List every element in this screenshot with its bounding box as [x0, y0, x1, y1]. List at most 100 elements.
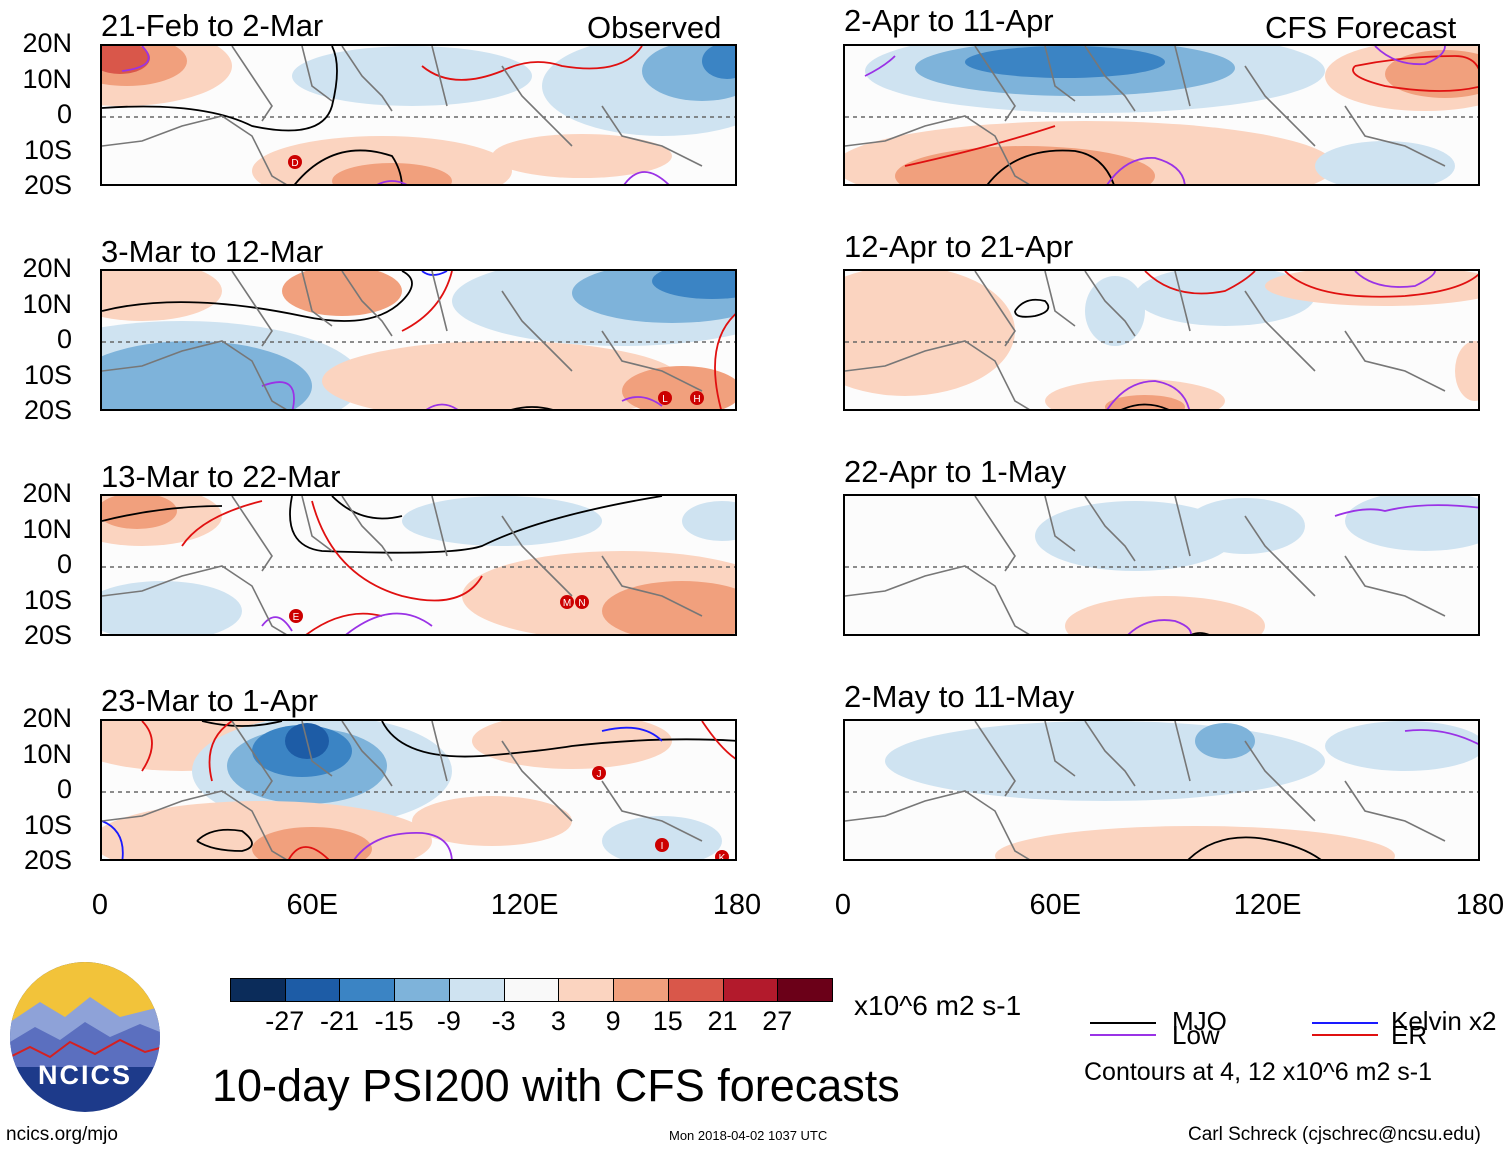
anom-negative [1325, 721, 1478, 771]
anom-positive [102, 271, 222, 321]
y-tick-label: 20N [22, 253, 72, 283]
storm-marker: D [288, 155, 302, 169]
x-tick-label: 60E [1029, 889, 1082, 921]
mjo-contour [1190, 632, 1210, 634]
low-contour [1404, 729, 1478, 745]
map-svg-fc-3 [845, 496, 1478, 634]
coastline [845, 46, 1446, 184]
colorbar-units: x10^6 m2 s-1 [854, 990, 1022, 1021]
colorbar-label: 9 [605, 1006, 621, 1036]
anom-negative [1345, 496, 1478, 551]
svg-text:H: H [693, 394, 700, 405]
y-tick-label: 20N [22, 703, 72, 733]
legend-line-low [1090, 1034, 1156, 1036]
y-tick-label: 0 [56, 99, 72, 129]
cfs-forecast-label: CFS Forecast [1265, 10, 1457, 45]
panel-title-obs-1: 21-Feb to 2-Mar [101, 8, 324, 43]
legend-line-kelvin [1312, 1022, 1378, 1024]
mjo-contour [511, 406, 553, 409]
anom-positive [412, 796, 572, 846]
er-contour [421, 46, 643, 81]
y-tick-label: 10S [23, 359, 72, 390]
colorbar-label: -21 [319, 1006, 359, 1036]
svg-text:J: J [597, 769, 602, 780]
coastline [845, 721, 1446, 859]
panel-title-fc-4: 2-May to 11-May [844, 679, 1075, 714]
storm-marker: E [289, 609, 303, 623]
ncics-logo: NCICS [10, 962, 160, 1112]
anom-negative [702, 46, 735, 79]
anom-positive [995, 826, 1395, 859]
anom-negative [102, 581, 242, 634]
y-tick-label: 10S [23, 134, 72, 165]
x-tick-label: 180 [712, 889, 762, 921]
y-tick-label: 10N [22, 738, 72, 769]
x-tick-label: 120E [1233, 889, 1302, 921]
storm-marker: L [658, 391, 672, 405]
y-tick-label: 0 [56, 549, 72, 579]
low-contour [261, 381, 663, 409]
anom-negative [965, 46, 1165, 78]
colorbar-label: -3 [491, 1006, 516, 1036]
logo-text: NCICS [37, 1060, 132, 1090]
svg-text:K: K [719, 853, 726, 861]
footer-url[interactable]: ncics.org/mjo [6, 1124, 118, 1145]
anom-negative [1185, 498, 1305, 554]
anom-negative [402, 496, 602, 546]
panel-title-fc-2: 12-Apr to 21-Apr [844, 229, 1074, 264]
y-tick-label: 20N [22, 28, 72, 58]
x-tick-label: 0 [834, 889, 852, 921]
anom-negative [1035, 501, 1235, 571]
anom-negative [682, 501, 735, 541]
kelvin-contour [102, 726, 663, 859]
svg-text:D: D [291, 158, 298, 169]
contours-note: Contours at 4, 12 x10^6 m2 s-1 [1084, 1058, 1433, 1086]
chart-title: 10-day PSI200 with CFS forecasts [212, 1060, 900, 1111]
legend-label-low: Low [1172, 1020, 1220, 1050]
map-panel-obs-1: D [100, 44, 737, 186]
mjo-contour [102, 496, 663, 554]
ncics-logo-graphic [10, 962, 160, 1112]
map-panel-fc-1 [843, 44, 1480, 186]
y-tick-label: 10S [23, 809, 72, 840]
map-panel-fc-4 [843, 719, 1480, 861]
coastline [102, 721, 703, 859]
map-svg-fc-4 [845, 721, 1478, 859]
mjo-contour [1187, 836, 1322, 859]
coastline [102, 496, 703, 634]
svg-text:M: M [563, 598, 571, 609]
anom-negative [652, 271, 735, 299]
map-svg-fc-1 [845, 46, 1478, 184]
y-tick-label: 20S [23, 170, 72, 200]
anom-positive [492, 134, 672, 178]
colorbar-label: 3 [550, 1006, 566, 1036]
anom-positive [322, 341, 682, 409]
panel-title-fc-1: 2-Apr to 11-Apr [844, 3, 1054, 38]
mjo-contour [196, 721, 735, 852]
y-tick-label: 20S [23, 395, 72, 425]
storm-marker: M [560, 595, 574, 609]
svg-text:I: I [661, 841, 664, 852]
legend-label-er: ER [1391, 1020, 1428, 1050]
anom-negative [1315, 141, 1455, 184]
map-svg-obs-4: J I K [102, 721, 735, 861]
y-tick-label: 0 [56, 774, 72, 804]
panel-title-obs-3: 13-Mar to 22-Mar [101, 459, 341, 494]
anom-positive [332, 163, 452, 184]
x-tick-label: 60E [286, 889, 339, 921]
legend-line-mjo [1090, 1022, 1156, 1024]
footer-timestamp: Mon 2018-04-02 1037 UTC [669, 1128, 828, 1143]
anom-negative [102, 341, 312, 409]
y-tick-label: 10N [22, 513, 72, 544]
colorbar-swatch [667, 978, 724, 1002]
colorbar-label: 15 [652, 1006, 683, 1036]
anom-positive [252, 827, 372, 859]
low-contour [1127, 504, 1478, 634]
panel-title-obs-2: 3-Mar to 12-Mar [101, 234, 324, 269]
colorbar-swatch [503, 978, 560, 1002]
x-tick-label: 0 [91, 889, 109, 921]
anom-positive [472, 721, 672, 769]
anom-positive [1455, 341, 1478, 401]
colorbar-swatch [284, 978, 341, 1002]
storm-marker: H [690, 391, 704, 405]
